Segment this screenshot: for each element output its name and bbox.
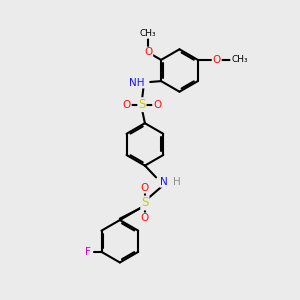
- Text: F: F: [85, 247, 91, 257]
- Text: S: S: [141, 196, 148, 209]
- Text: S: S: [138, 98, 146, 111]
- Text: O: O: [212, 55, 221, 65]
- Text: CH₃: CH₃: [231, 56, 247, 64]
- Text: O: O: [122, 100, 131, 110]
- Text: H: H: [173, 177, 181, 187]
- Text: O: O: [141, 183, 149, 193]
- Text: NH: NH: [129, 78, 145, 88]
- Text: O: O: [141, 213, 149, 223]
- Text: O: O: [144, 47, 152, 58]
- Text: CH₃: CH₃: [140, 29, 157, 38]
- Text: O: O: [153, 100, 161, 110]
- Text: N: N: [160, 177, 168, 187]
